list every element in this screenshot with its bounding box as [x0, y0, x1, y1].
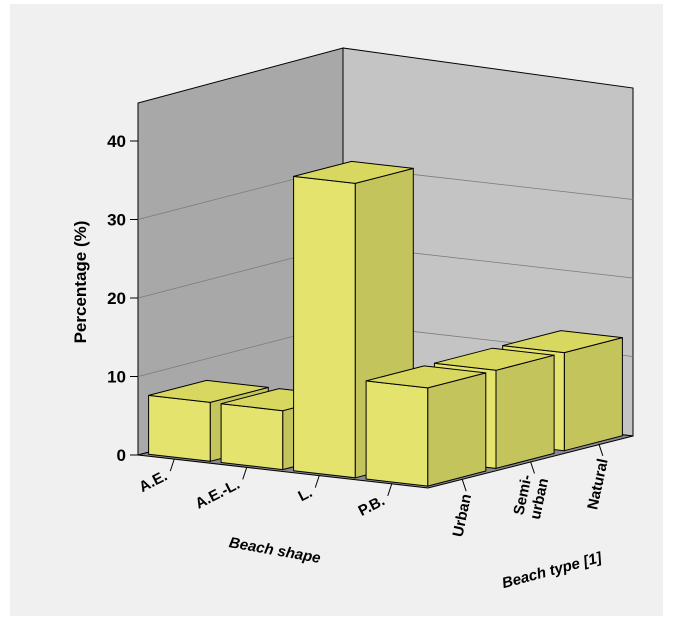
depth-tick-mark — [461, 479, 467, 492]
y-tick-label: 30 — [107, 211, 126, 230]
x-tick-mark — [169, 458, 175, 472]
y-ticks: 0 10 20 30 40 — [107, 132, 138, 465]
x-tick-mark — [314, 475, 320, 488]
y-tick-label: 10 — [107, 368, 126, 387]
depth-tick-mark — [598, 443, 604, 456]
y-tick-label: 0 — [117, 446, 126, 465]
y-tick-label: 40 — [107, 132, 126, 151]
depth-tick-mark — [530, 461, 535, 474]
x-tick-mark — [387, 483, 393, 497]
bars — [148, 160, 623, 487]
y-tick-label: 20 — [107, 289, 126, 308]
bar — [365, 365, 487, 487]
x-tick-mark — [242, 467, 248, 480]
y-axis-label: Percentage (%) — [71, 221, 90, 344]
